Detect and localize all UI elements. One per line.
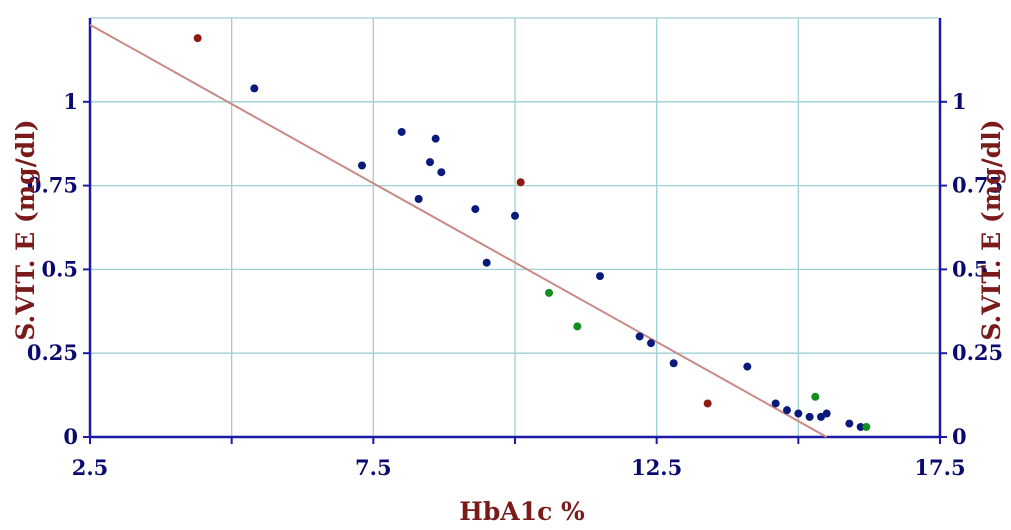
- data-point: [669, 359, 678, 368]
- y-tick-label-right: 1: [952, 89, 967, 114]
- axes: [83, 18, 947, 444]
- data-point: [358, 161, 366, 170]
- data-point: [414, 195, 423, 204]
- regression-line: [89, 23, 828, 438]
- data-points: [193, 34, 871, 431]
- grid: [89, 17, 941, 437]
- fit-line-layer: [89, 23, 828, 438]
- data-point: [845, 419, 854, 428]
- x-tick-label: 2.5: [72, 455, 109, 480]
- x-tick-label: 17.5: [914, 455, 965, 480]
- data-point: [471, 205, 480, 214]
- data-point: [635, 332, 644, 341]
- data-point: [437, 168, 446, 177]
- data-point: [397, 127, 406, 136]
- data-point: [431, 134, 440, 143]
- data-point: [426, 158, 434, 167]
- y-tick-label-right: 0.5: [952, 256, 989, 281]
- data-point: [811, 392, 820, 401]
- data-point: [482, 258, 491, 267]
- data-point: [511, 211, 519, 220]
- y-tick-label-left: 0: [63, 424, 78, 449]
- y-tick-label-left: 0.75: [27, 173, 78, 198]
- data-point: [545, 288, 553, 297]
- y-tick-label-left: 0.25: [27, 340, 78, 365]
- data-point: [703, 399, 712, 408]
- y-tick-label-right: 0.75: [952, 173, 1003, 198]
- y-tick-label-right: 0.25: [952, 340, 1003, 365]
- x-tick-label: 12.5: [631, 455, 682, 480]
- data-point: [743, 362, 752, 371]
- y-tick-label-left: 1: [63, 89, 78, 114]
- data-point: [856, 422, 865, 431]
- data-point: [822, 409, 831, 418]
- data-point: [794, 409, 803, 418]
- data-point: [250, 84, 259, 93]
- data-point: [862, 422, 871, 431]
- data-point: [805, 412, 814, 421]
- data-point: [193, 34, 202, 43]
- x-axis-title: HbA1c %: [459, 497, 585, 526]
- data-point: [647, 339, 655, 348]
- data-point: [596, 272, 604, 281]
- data-point: [516, 178, 525, 187]
- data-point: [573, 322, 582, 331]
- data-point: [783, 406, 791, 415]
- data-point: [771, 399, 780, 408]
- y-axis-title-right: S.VIT. E (mg/dl): [977, 119, 1006, 340]
- y-tick-label-right: 0: [952, 424, 967, 449]
- y-tick-label-left: 0.5: [41, 256, 78, 281]
- y-axis-title-left: S.VIT. E (mg/dl): [11, 119, 40, 340]
- x-tick-label: 7.5: [355, 455, 392, 480]
- tick-labels: 2.5 7.5 12.5 17.5 0 0 0.25 0.25 0.5 0.5 0.75 0.75 1 1: [27, 89, 1003, 480]
